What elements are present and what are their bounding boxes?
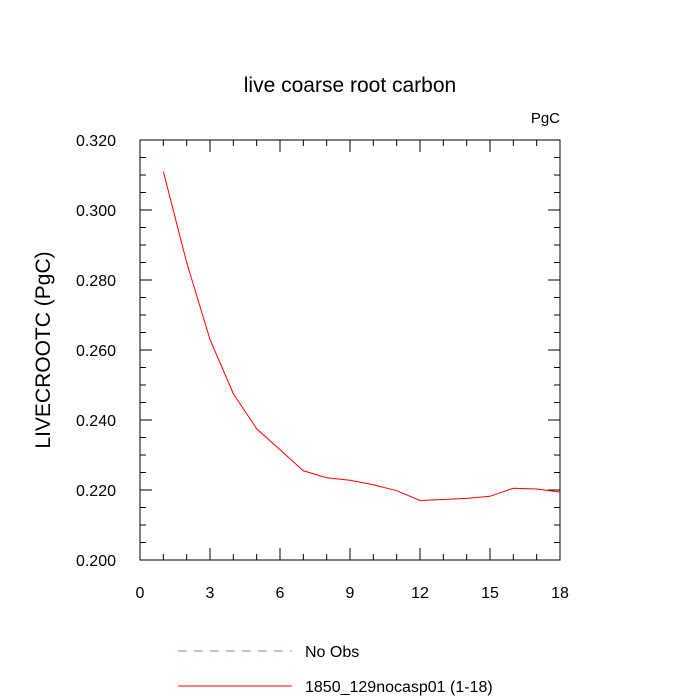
y-tick-label: 0.220 — [76, 483, 116, 500]
units-label: PgC — [531, 110, 560, 127]
y-tick-label: 0.300 — [76, 203, 116, 220]
plot-frame — [139, 139, 561, 561]
y-tick-label: 0.240 — [76, 413, 116, 430]
y-tick-label: 0.200 — [76, 553, 116, 570]
x-tick-label: 0 — [136, 585, 145, 602]
x-tick-label: 12 — [411, 585, 429, 602]
chart-title: live coarse root carbon — [244, 74, 456, 97]
legend: No Obs 1850_129nocasp01 (1-18) — [178, 644, 493, 696]
x-tick-label: 3 — [206, 585, 215, 602]
x-tick-label: 9 — [346, 585, 355, 602]
legend-label: 1850_129nocasp01 (1-18) — [305, 679, 493, 696]
series-line — [162, 171, 561, 502]
x-tick-label: 15 — [481, 585, 499, 602]
x-tick-label: 18 — [551, 585, 569, 602]
axis-ticks: 0 3 6 9 12 15 18 0.200 0.220 0.240 0.260 0.280 0.300… — [76, 133, 569, 602]
y-tick-label: 0.320 — [76, 133, 116, 150]
y-tick-label: 0.280 — [76, 273, 116, 290]
series-group — [162, 171, 561, 502]
x-tick-label: 6 — [276, 585, 285, 602]
y-axis-label: LIVECROOTC (PgC) — [32, 251, 55, 448]
legend-label: No Obs — [305, 644, 359, 661]
y-tick-label: 0.260 — [76, 343, 116, 360]
